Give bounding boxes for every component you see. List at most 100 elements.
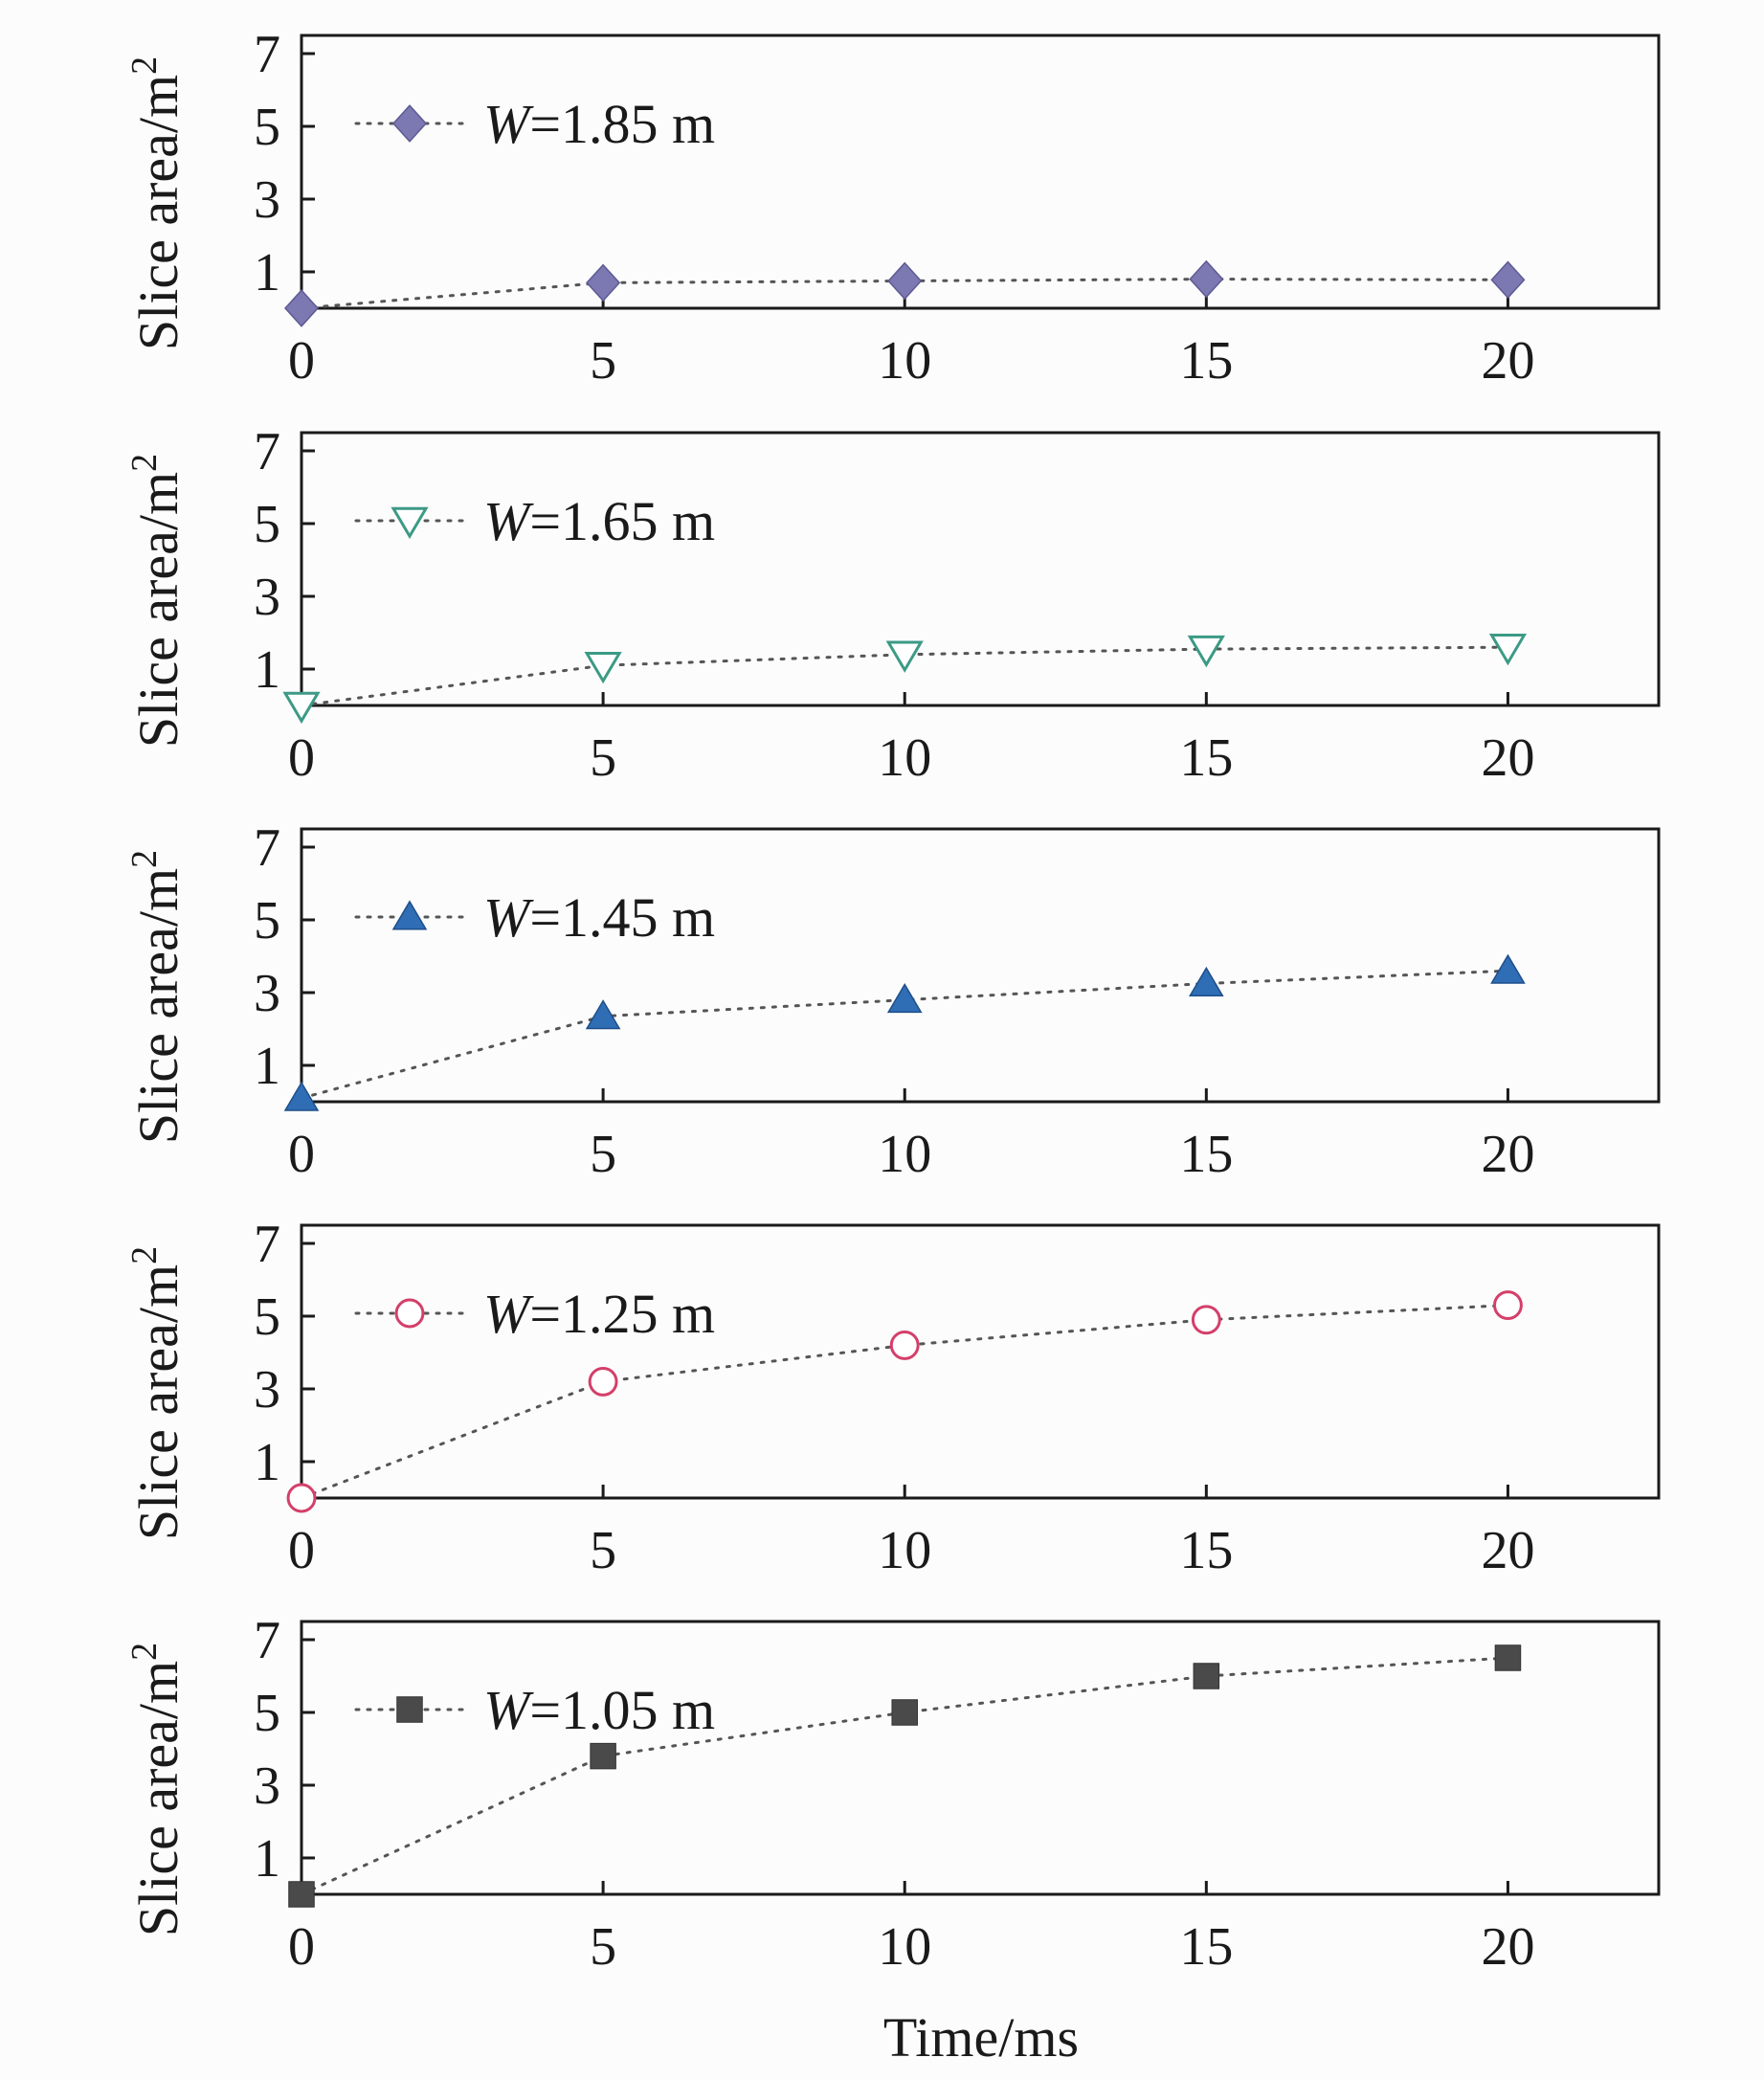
- x-tick-label: 20: [1481, 1125, 1534, 1184]
- legend: W=1.85 m: [354, 93, 715, 155]
- data-point: [288, 1881, 315, 1908]
- data-point: [283, 289, 320, 327]
- data-point: [1187, 635, 1225, 668]
- data-point: [1490, 260, 1526, 300]
- plot-frame: [300, 1223, 1661, 1500]
- data-point: [286, 1483, 317, 1513]
- x-tick-label: 5: [590, 331, 616, 391]
- x-tick-label: 0: [288, 728, 315, 788]
- y-tick-label: 7: [254, 25, 280, 84]
- chart-panel: 1 3 5 7 0 5 10 15 20 Slice area/m2 W=1.45 m: [124, 818, 1661, 1184]
- y-tick-label: 1: [254, 1433, 280, 1492]
- plot-frame: [300, 1620, 1661, 1896]
- x-tick-label: 15: [1179, 728, 1233, 788]
- data-point: [891, 1699, 918, 1726]
- data-point: [282, 691, 321, 725]
- legend-label-variable: W: [483, 1283, 534, 1345]
- x-tick-label: 10: [878, 1125, 931, 1184]
- legend-label-variable: W: [483, 886, 534, 949]
- y-tick-label: 1: [254, 243, 280, 302]
- legend-marker: [391, 506, 429, 540]
- y-tick-label: 7: [254, 818, 280, 878]
- data-point: [1193, 1663, 1220, 1689]
- y-tick-label: 5: [254, 495, 280, 554]
- y-tick-label: 3: [254, 170, 280, 230]
- y-tick-label: 7: [254, 1215, 280, 1274]
- y-axis-title: Slice area/m2: [124, 454, 190, 748]
- data-point: [889, 1330, 920, 1360]
- legend-label-variable: W: [483, 1679, 534, 1741]
- series-line: [300, 969, 1509, 1100]
- legend: W=1.05 m: [354, 1679, 715, 1741]
- y-axis-title: Slice area/m2: [124, 56, 190, 350]
- data-point: [1490, 953, 1526, 984]
- chart-panel: 1 3 5 7 0 5 10 15 20 Slice area/m2 W=1.65 m: [124, 422, 1661, 788]
- legend: W=1.65 m: [354, 490, 715, 552]
- x-tick-label: 15: [1179, 1521, 1233, 1580]
- y-axis-title-superscript: 2: [124, 1246, 165, 1264]
- y-axis-title-superscript: 2: [124, 1643, 165, 1661]
- x-tick-label: 0: [288, 331, 315, 391]
- legend-label: W=1.45 m: [483, 886, 715, 949]
- y-axis-title: Slice area/m2: [124, 1246, 190, 1540]
- chart-panel: 1 3 5 7 0 5 10 15 20 Slice area/m2 W=1.25 m: [124, 1215, 1661, 1580]
- x-tick-label: 0: [288, 1917, 315, 1977]
- legend: W=1.45 m: [354, 886, 715, 949]
- data-point: [886, 982, 923, 1014]
- legend-label-variable: W: [483, 93, 534, 155]
- x-tick-label: 10: [878, 1917, 931, 1977]
- data-point: [1494, 1644, 1522, 1671]
- x-tick-label: 10: [878, 728, 931, 788]
- legend-marker: [391, 900, 428, 930]
- data-point: [588, 1366, 618, 1397]
- legend-label: W=1.05 m: [483, 1679, 715, 1741]
- plot-frame: [300, 431, 1661, 707]
- series-line: [300, 1656, 1509, 1896]
- plot-frame: [300, 827, 1661, 1104]
- data-point: [1493, 1290, 1523, 1321]
- data-point: [885, 640, 924, 673]
- legend: W=1.25 m: [354, 1283, 715, 1345]
- x-tick-label: 5: [590, 1521, 616, 1580]
- data-point: [1189, 966, 1224, 996]
- x-tick-label: 10: [878, 1521, 931, 1580]
- x-tick-label: 15: [1179, 331, 1233, 391]
- legend-label-variable: W: [483, 490, 534, 552]
- x-tick-label: 10: [878, 331, 931, 391]
- data-point: [585, 999, 621, 1030]
- y-tick-label: 3: [254, 1360, 280, 1420]
- legend-label: W=1.25 m: [483, 1283, 715, 1345]
- y-tick-label: 3: [254, 568, 280, 627]
- y-tick-label: 1: [254, 640, 280, 700]
- x-axis-title: Time/ms: [883, 2006, 1079, 2069]
- data-point: [584, 651, 622, 684]
- data-point: [1488, 633, 1528, 666]
- y-axis-title: Slice area/m2: [124, 1643, 190, 1936]
- data-point: [887, 261, 923, 301]
- x-tick-label: 20: [1481, 331, 1534, 391]
- y-axis-title-superscript: 2: [124, 454, 165, 472]
- x-tick-label: 15: [1179, 1125, 1233, 1184]
- y-axis-title-superscript: 2: [124, 850, 165, 868]
- x-tick-label: 5: [590, 1125, 616, 1184]
- x-tick-label: 0: [288, 1521, 315, 1580]
- y-tick-label: 3: [254, 964, 280, 1023]
- x-tick-label: 5: [590, 728, 616, 788]
- x-tick-label: 5: [590, 1917, 616, 1977]
- x-tick-label: 20: [1481, 1521, 1534, 1580]
- y-tick-label: 7: [254, 422, 280, 481]
- y-tick-label: 5: [254, 98, 280, 157]
- legend-marker: [396, 1696, 423, 1723]
- x-tick-label: 15: [1179, 1917, 1233, 1977]
- data-point: [1191, 1305, 1221, 1335]
- y-axis-title-superscript: 2: [124, 56, 165, 75]
- x-tick-label: 20: [1481, 1917, 1534, 1977]
- y-tick-label: 3: [254, 1756, 280, 1816]
- legend-label: W=1.85 m: [483, 93, 715, 155]
- data-point: [590, 1742, 616, 1770]
- plot-frame: [300, 34, 1661, 310]
- legend-marker: [391, 104, 428, 143]
- chart-panel: 1 3 5 7 0 5 10 15 20 Slice area/m2 W=1.85 m: [124, 25, 1661, 391]
- y-tick-label: 1: [254, 1037, 280, 1096]
